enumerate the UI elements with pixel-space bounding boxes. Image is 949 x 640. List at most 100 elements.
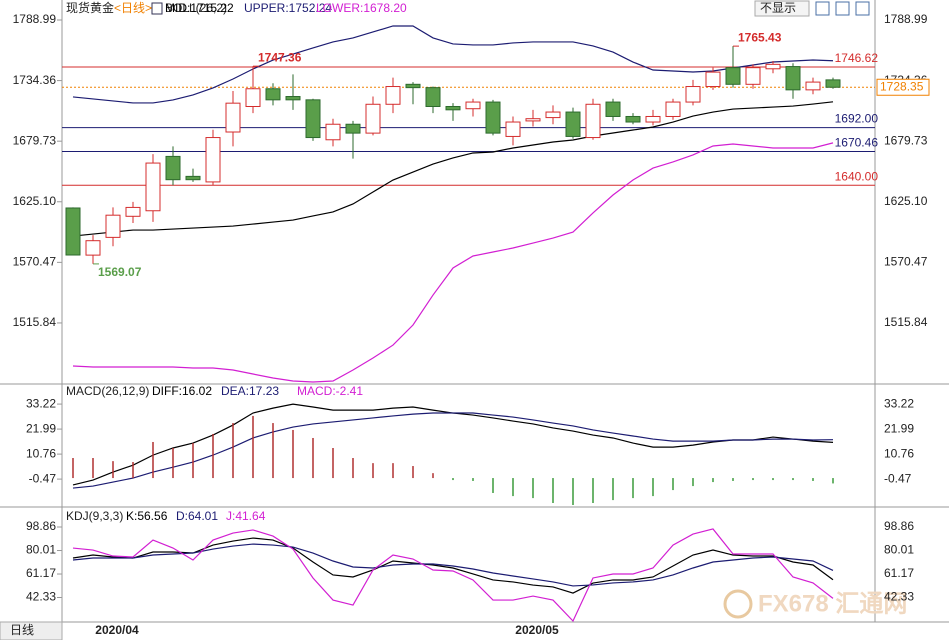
y-tick-label: 42.33 bbox=[884, 590, 914, 604]
y-tick-label: 1625.10 bbox=[884, 194, 928, 208]
y-tick-label: -0.47 bbox=[29, 471, 57, 485]
y-tick-label: 42.33 bbox=[26, 590, 56, 604]
watermark: FX678 汇通网 bbox=[758, 590, 907, 617]
reference-label: 1692.00 bbox=[835, 112, 879, 126]
y-tick-label: 33.22 bbox=[26, 396, 56, 410]
candle-body bbox=[225, 102, 241, 133]
y-tick-label: 10.76 bbox=[26, 446, 56, 460]
candle-body bbox=[625, 115, 641, 123]
reference-label: 1746.62 bbox=[835, 51, 879, 65]
x-tick-label: 2020/05 bbox=[515, 623, 559, 637]
instrument-title: 现货黄金 bbox=[66, 0, 114, 15]
candle-body bbox=[645, 115, 661, 123]
candle-body bbox=[305, 99, 321, 139]
y-tick-label: 1788.99 bbox=[884, 12, 928, 26]
y-tick-label: 1788.99 bbox=[13, 12, 57, 26]
y-tick-label: -0.47 bbox=[884, 471, 912, 485]
candle-body bbox=[605, 101, 621, 117]
candle-body bbox=[765, 63, 781, 70]
candle-body bbox=[825, 79, 841, 88]
toolbar-icons[interactable] bbox=[815, 1, 870, 16]
candle-body bbox=[485, 101, 501, 134]
candle-body bbox=[185, 175, 201, 181]
y-tick-label: 80.01 bbox=[26, 543, 56, 557]
timeframe-button[interactable] bbox=[0, 621, 63, 640]
annotation: 1569.07 bbox=[98, 265, 142, 279]
candle-body bbox=[165, 155, 181, 181]
y-tick-label: 1625.10 bbox=[13, 194, 57, 208]
candle-body bbox=[365, 103, 381, 134]
y-tick-label: 1570.47 bbox=[884, 255, 928, 269]
price-tag bbox=[876, 78, 930, 96]
y-tick-label: 61.17 bbox=[26, 566, 56, 580]
indicator-line bbox=[72, 25, 834, 104]
legend-entry: MID:1715.22 bbox=[165, 1, 234, 15]
annotation: 1747.36 bbox=[258, 50, 302, 64]
candle-body bbox=[345, 123, 361, 134]
x-tick-label: 2020/04 bbox=[95, 623, 139, 637]
candle-body bbox=[85, 240, 101, 256]
indicator-line bbox=[72, 412, 834, 489]
legend-entry: MACD:-2.41 bbox=[297, 384, 363, 398]
candle-body bbox=[205, 137, 221, 183]
candle-body bbox=[725, 67, 741, 85]
candle-body bbox=[585, 103, 601, 139]
watermark-logo bbox=[723, 589, 753, 619]
candle-body bbox=[685, 86, 701, 103]
candle-body bbox=[505, 121, 521, 137]
candle-body bbox=[445, 105, 461, 111]
panel-title: MACD(26,12,9) bbox=[66, 384, 149, 398]
frame bbox=[0, 0, 949, 623]
period-label[interactable]: <日线> bbox=[114, 1, 152, 15]
reference-label: 1640.00 bbox=[835, 169, 879, 183]
y-tick-label: 10.76 bbox=[884, 446, 914, 460]
candle-body bbox=[125, 206, 141, 217]
y-tick-label: 1679.73 bbox=[13, 133, 57, 147]
candle-body bbox=[705, 71, 721, 88]
hide-button-label[interactable]: 不显示 bbox=[760, 1, 796, 15]
candle-body bbox=[265, 88, 281, 101]
legend-entry: D:64.01 bbox=[176, 509, 218, 523]
indicator-line bbox=[72, 528, 834, 623]
annotation: 1765.43 bbox=[738, 30, 782, 44]
y-tick-label: 33.22 bbox=[884, 396, 914, 410]
y-tick-label: 80.01 bbox=[884, 543, 914, 557]
candle-body bbox=[565, 111, 581, 137]
candle-body bbox=[65, 207, 81, 256]
legend-entry: J:41.64 bbox=[226, 509, 266, 523]
candle-body bbox=[105, 214, 121, 238]
panel-title: BOLL(26,2) bbox=[165, 1, 227, 15]
candle-body bbox=[665, 101, 681, 117]
candle-body bbox=[745, 67, 761, 85]
reference-label: 1670.46 bbox=[835, 136, 879, 150]
candle-body bbox=[805, 81, 821, 91]
indicator-line bbox=[72, 537, 834, 594]
y-tick-label: 21.99 bbox=[26, 421, 56, 435]
legend-entry: DIFF:16.02 bbox=[152, 384, 212, 398]
indicator-line bbox=[72, 101, 834, 237]
indicator-line bbox=[72, 543, 834, 587]
y-tick-label: 61.17 bbox=[884, 566, 914, 580]
candle-body bbox=[245, 88, 261, 107]
legend-entry: UPPER:1752.24 bbox=[244, 1, 332, 15]
candle-body bbox=[525, 118, 541, 122]
candle-body bbox=[405, 83, 421, 89]
panel-title: KDJ(9,3,3) bbox=[66, 509, 123, 523]
y-tick-label: 1734.36 bbox=[13, 73, 57, 87]
legend-entry: K:56.56 bbox=[126, 509, 168, 523]
timeframe-button-label[interactable]: 日线 bbox=[10, 623, 34, 637]
y-tick-label: 98.86 bbox=[26, 519, 56, 533]
y-tick-label: 1679.73 bbox=[884, 133, 928, 147]
candle-body bbox=[385, 86, 401, 105]
y-tick-label: 21.99 bbox=[884, 421, 914, 435]
y-tick-label: 1570.47 bbox=[13, 255, 57, 269]
y-tick-label: 98.86 bbox=[884, 519, 914, 533]
candle-body bbox=[545, 111, 561, 119]
candle-body bbox=[785, 66, 801, 91]
hide-button[interactable] bbox=[754, 0, 810, 17]
price-tag-label: 1728.35 bbox=[880, 79, 924, 93]
candle-body bbox=[465, 101, 481, 110]
indicator-icon[interactable] bbox=[151, 2, 163, 15]
